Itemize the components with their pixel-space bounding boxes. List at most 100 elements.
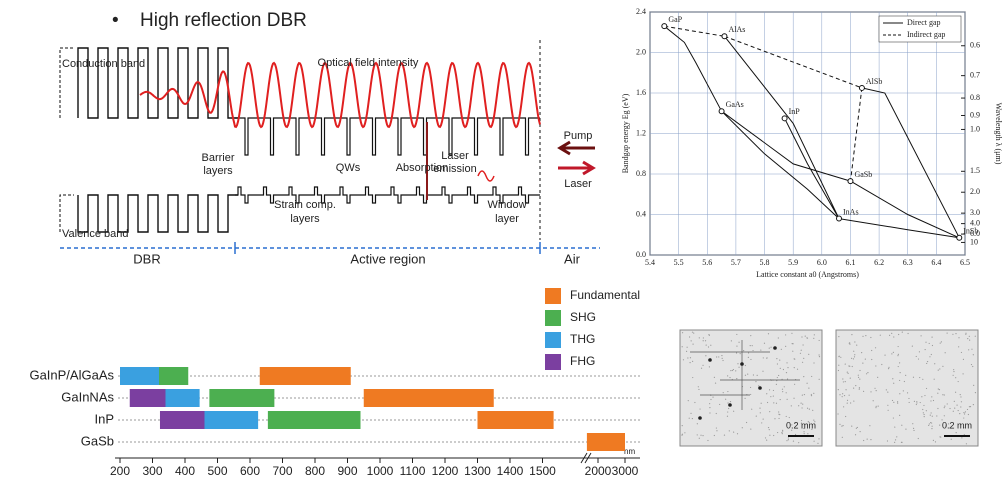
speckle: [738, 341, 740, 343]
speckle: [736, 378, 738, 380]
speckle: [897, 345, 899, 348]
speckle: [760, 349, 762, 351]
category-label: InP: [94, 411, 114, 426]
speckle: [953, 400, 955, 402]
speckle: [749, 345, 751, 347]
speckle: [925, 410, 927, 412]
x-axis-title: Lattice constant a0 (Angstroms): [756, 270, 859, 279]
speckle: [862, 335, 864, 337]
speckle: [881, 363, 883, 366]
speckle: [792, 440, 795, 442]
speckle: [776, 363, 779, 365]
speckle: [945, 425, 947, 427]
speckle: [952, 333, 954, 335]
speckle: [741, 427, 743, 429]
x-tick-label: 1100: [400, 464, 426, 478]
speckle: [845, 415, 847, 418]
speckle: [913, 429, 915, 432]
speckle: [761, 422, 763, 424]
speckle: [899, 379, 901, 382]
speckle: [767, 333, 770, 335]
speckle: [857, 376, 860, 378]
range-bar: [159, 411, 205, 429]
speckle: [959, 423, 961, 425]
speckle: [781, 388, 784, 390]
speckle: [786, 398, 788, 400]
optical-field-label: Optical field intensity: [318, 57, 419, 69]
speckle: [728, 430, 730, 432]
speckle: [686, 346, 688, 348]
speckle: [692, 343, 694, 345]
speckle: [778, 411, 780, 413]
speckle: [810, 393, 812, 396]
speckle: [901, 331, 903, 333]
speckle: [949, 407, 951, 410]
x-tick-label: 1000: [367, 464, 394, 478]
speckle: [775, 383, 777, 386]
speckle: [787, 367, 789, 369]
speckle: [818, 356, 821, 358]
speckle: [779, 398, 781, 401]
speckle: [808, 353, 810, 355]
speckle: [931, 336, 933, 338]
speckle: [773, 434, 775, 437]
speckle: [917, 437, 919, 440]
speckle: [954, 407, 956, 409]
y2-tick-label: 0.9: [970, 110, 980, 119]
speckle: [960, 406, 962, 408]
category-label: GaInNAs: [61, 389, 114, 404]
speckle: [941, 419, 943, 421]
speckle: [855, 384, 857, 387]
speckle: [708, 334, 710, 336]
speckle: [853, 387, 855, 389]
speckle: [917, 358, 920, 360]
speckle: [766, 401, 769, 404]
speckle: [870, 336, 872, 339]
speckle: [781, 431, 783, 434]
y2-tick-label: 0.8: [970, 93, 980, 102]
speckle: [747, 352, 750, 354]
speckle: [785, 371, 788, 374]
speckle: [803, 357, 805, 359]
speckle: [869, 425, 871, 427]
speckle: [887, 409, 889, 411]
speckle: [737, 363, 739, 365]
speckle: [802, 403, 804, 405]
speckle: [952, 410, 954, 412]
qws-label: QWs: [336, 162, 361, 174]
speckle: [867, 372, 869, 374]
speckle: [943, 415, 945, 417]
conduction-band-active: [235, 117, 540, 156]
speckle: [782, 368, 785, 371]
speckle: [744, 364, 746, 367]
speckle: [776, 358, 778, 360]
speckle: [698, 437, 700, 439]
y-tick-label: 0.4: [636, 209, 646, 218]
range-bar: [120, 367, 159, 385]
speckle: [739, 353, 741, 355]
defect-dot: [740, 362, 744, 366]
x-tick-label: 300: [142, 464, 162, 478]
speckle: [750, 428, 752, 430]
speckle: [899, 372, 901, 374]
speckle: [803, 393, 806, 396]
speckle: [779, 367, 781, 369]
legend-label: Direct gap: [907, 18, 941, 27]
speckle: [958, 346, 960, 348]
speckle: [844, 381, 846, 383]
speckle: [697, 386, 699, 388]
speckle: [813, 440, 815, 442]
x-tick-label: 1200: [432, 464, 459, 478]
x-tick-label: 600: [240, 464, 260, 478]
speckle: [806, 382, 808, 384]
speckle: [838, 336, 840, 338]
speckle: [681, 332, 684, 334]
speckle: [707, 346, 710, 348]
speckle: [842, 424, 844, 427]
speckle: [733, 431, 735, 433]
optical-field-curve: [139, 61, 541, 129]
y2-tick-label: 3.0: [970, 208, 980, 217]
speckle: [781, 433, 783, 435]
speckle: [848, 365, 850, 367]
speckle: [767, 426, 770, 429]
